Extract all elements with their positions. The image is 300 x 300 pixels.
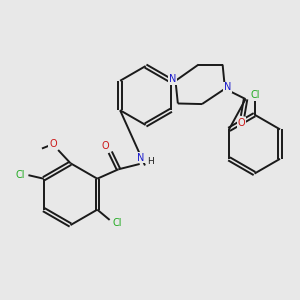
Text: N: N [137,152,144,163]
Text: O: O [237,118,245,128]
Text: N: N [224,82,232,92]
Text: H: H [148,157,154,166]
Text: N: N [169,74,176,84]
Text: O: O [101,141,109,151]
Text: Cl: Cl [112,218,122,228]
Text: Cl: Cl [15,170,25,180]
Text: O: O [49,139,57,149]
Text: Cl: Cl [250,90,260,100]
